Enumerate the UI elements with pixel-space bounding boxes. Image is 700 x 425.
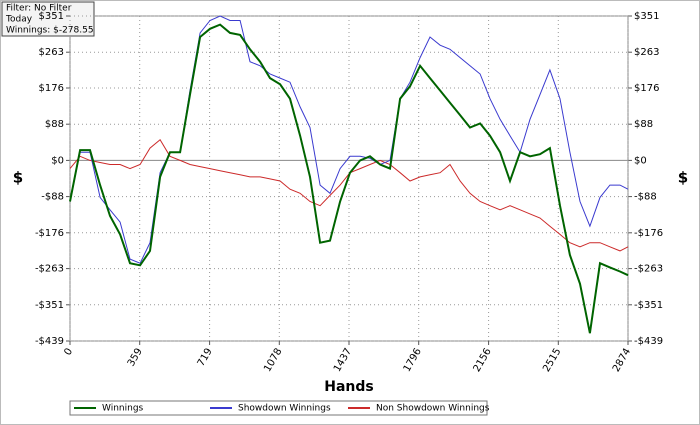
legend-label: Winnings bbox=[102, 404, 144, 414]
y-tick-label: -$263 bbox=[35, 264, 64, 275]
info-line: Today bbox=[5, 15, 33, 25]
y-tick-label: -$88 bbox=[41, 192, 64, 203]
y2-tick-label: -$263 bbox=[634, 264, 663, 275]
series-line bbox=[69, 23, 629, 334]
y-tick-label: -$351 bbox=[35, 300, 64, 311]
y-tick-label: $0 bbox=[51, 155, 64, 166]
series-line bbox=[69, 15, 629, 264]
y2-axis-label: $ bbox=[678, 169, 688, 187]
x-tick-label: 0 bbox=[62, 347, 75, 358]
y-tick-label: $176 bbox=[39, 83, 64, 94]
y2-tick-label: -$88 bbox=[634, 192, 657, 203]
info-line: Filter: No Filter bbox=[6, 4, 72, 14]
y2-tick-label: $176 bbox=[634, 83, 659, 94]
y2-tick-label: $351 bbox=[634, 11, 659, 22]
y2-tick-label: -$351 bbox=[634, 300, 663, 311]
legend bbox=[69, 400, 488, 416]
info-box bbox=[1, 1, 95, 37]
y-axis-label: $ bbox=[13, 169, 23, 187]
y-tick-label: $263 bbox=[39, 47, 64, 58]
y2-tick-label: $263 bbox=[634, 47, 659, 58]
y-tick-label: -$439 bbox=[35, 336, 64, 347]
y2-tick-label: $0 bbox=[634, 155, 647, 166]
legend-label: Non Showdown Winnings bbox=[376, 404, 490, 414]
x-axis-label: Hands bbox=[324, 379, 374, 395]
info-line: Winnings: $-278.55 bbox=[6, 26, 94, 36]
y-tick-label: -$176 bbox=[35, 228, 64, 239]
y2-tick-label: -$439 bbox=[634, 336, 663, 347]
y2-tick-label: -$176 bbox=[634, 228, 663, 239]
legend-label: Showdown Winnings bbox=[238, 404, 331, 414]
y-tick-label: $88 bbox=[45, 119, 64, 130]
y-tick-label: $351 bbox=[39, 11, 64, 22]
y2-tick-label: $88 bbox=[634, 119, 653, 130]
